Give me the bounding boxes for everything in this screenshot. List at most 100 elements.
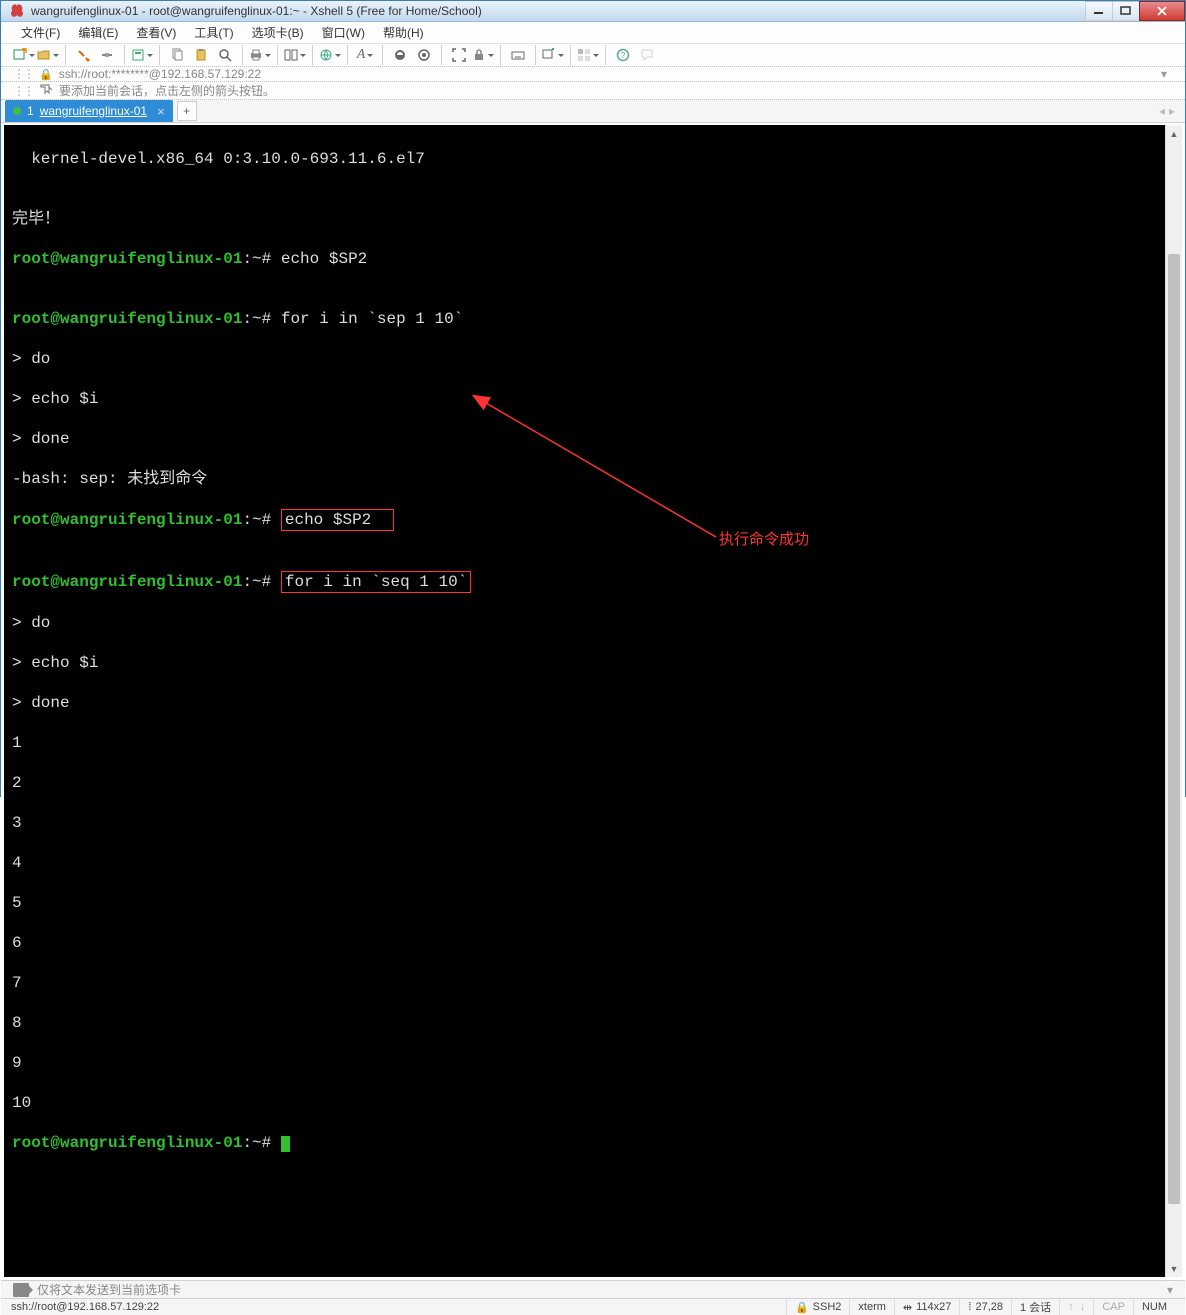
globe-icon[interactable] [319,44,341,66]
new-session-icon[interactable] [13,44,35,66]
paste-icon[interactable] [190,44,212,66]
terminal-line: > echo $i [12,389,1157,409]
scroll-thumb[interactable] [1168,254,1180,1204]
lock-icon[interactable] [472,44,494,66]
tab-next-icon[interactable]: ▸ [1169,104,1175,118]
scroll-track[interactable] [1166,142,1182,1260]
status-traffic: ↑ ↓ [1059,1299,1093,1315]
tab-close-icon[interactable]: × [157,104,165,119]
new-terminal-icon[interactable] [542,44,564,66]
hint-text: 要添加当前会话，点击左侧的箭头按钮。 [59,82,275,99]
scrollbar[interactable]: ▲ ▼ [1165,125,1182,1277]
cmd: for i in `sep 1 10` [271,310,463,328]
menu-edit[interactable]: 编辑(E) [70,22,126,43]
cursor [281,1136,290,1152]
highlighted-cmd: echo $SP2 [281,509,395,531]
address-dropdown-icon[interactable]: ▾ [1155,67,1173,81]
lock-icon: 🔒 [39,68,53,81]
input-dropdown-icon[interactable]: ▾ [1167,1283,1173,1297]
maximize-button[interactable] [1112,1,1140,21]
separator [159,45,160,65]
scroll-up-icon[interactable]: ▲ [1166,125,1182,142]
minimize-button[interactable] [1085,1,1113,21]
app-window: wangruifenglinux-01 - root@wangruifengli… [0,0,1186,797]
separator [570,45,571,65]
session-icon[interactable] [413,44,435,66]
status-size: ⇹114x27 [894,1299,960,1315]
prompt-user: root@wangruifenglinux-01 [12,310,242,328]
separator [65,45,66,65]
close-button[interactable] [1139,1,1185,21]
chat-icon[interactable] [636,44,658,66]
titlebar: wangruifenglinux-01 - root@wangruifengli… [1,1,1185,22]
status-sessions: 1 会话 [1011,1299,1059,1315]
annotation-text: 执行命令成功 [719,530,809,550]
find-icon[interactable] [214,44,236,66]
terminal-container: kernel-devel.x86_64 0:3.10.0-693.11.6.el… [1,123,1185,1280]
status-dot-icon [13,107,21,115]
prompt-user: root@wangruifenglinux-01 [12,250,242,268]
menu-file[interactable]: 文件(F) [13,22,68,43]
disconnect-icon[interactable] [96,44,118,66]
print-icon[interactable] [249,44,271,66]
menu-help[interactable]: 帮助(H) [375,22,432,43]
status-cursor-pos: ⁞27,28 [959,1299,1011,1315]
terminal[interactable]: kernel-devel.x86_64 0:3.10.0-693.11.6.el… [4,125,1165,1277]
font-icon[interactable]: A [354,44,376,66]
separator [605,45,606,65]
prompt-user: root@wangruifenglinux-01 [12,511,242,529]
grip-icon: ⋮⋮ [13,67,33,81]
menu-view[interactable]: 查看(V) [128,22,184,43]
open-icon[interactable] [37,44,59,66]
tab-label: wangruifenglinux-01 [40,104,147,118]
separator [535,45,536,65]
layout-icon[interactable] [284,44,306,66]
terminal-line: 6 [12,933,1157,953]
terminal-line: 4 [12,853,1157,873]
terminal-line: > done [12,429,1157,449]
terminal-line: root@wangruifenglinux-01:~# [12,1133,1157,1153]
grip-icon: ⋮⋮ [13,84,33,98]
prompt-user: root@wangruifenglinux-01 [12,573,242,591]
terminal-line: kernel-devel.x86_64 0:3.10.0-693.11.6.el… [12,149,1157,169]
add-tab-button[interactable]: + [177,101,197,121]
menu-window[interactable]: 窗口(W) [314,22,373,43]
menu-tools[interactable]: 工具(T) [186,22,241,43]
status-term: xterm [849,1299,894,1315]
scroll-down-icon[interactable]: ▼ [1166,1260,1182,1277]
copy-icon[interactable] [166,44,188,66]
address-text[interactable]: ssh://root:********@192.168.57.129:22 [59,67,1155,81]
keyboard-icon[interactable] [507,44,529,66]
tab-prev-icon[interactable]: ◂ [1159,104,1165,118]
app-icon [9,3,25,19]
fullscreen-icon[interactable] [448,44,470,66]
tab-nav: ◂ ▸ [1159,104,1181,118]
tab-index: 1 [27,104,34,118]
terminal-line: 9 [12,1053,1157,1073]
input-hint-text: 仅将文本发送到当前选项卡 [37,1281,181,1298]
terminal-line: 2 [12,773,1157,793]
color-icon[interactable] [389,44,411,66]
session-tab[interactable]: 1 wangruifenglinux-01 × [5,100,173,122]
terminal-line: > do [12,349,1157,369]
send-icon[interactable] [13,1283,29,1297]
svg-text:?: ? [621,51,626,60]
terminal-line: > done [12,693,1157,713]
reconnect-icon[interactable] [72,44,94,66]
separator [382,45,383,65]
bookmark-icon[interactable] [39,82,53,99]
properties-icon[interactable] [131,44,153,66]
tile-icon[interactable] [577,44,599,66]
prompt-user: root@wangruifenglinux-01 [12,1134,242,1152]
size-icon: ⇹ [903,1301,912,1314]
prompt-path: :~# [242,1134,271,1152]
lock-icon: 🔒 [795,1301,809,1314]
terminal-line: root@wangruifenglinux-01:~# echo $SP2 [12,509,1157,531]
status-num: NUM [1133,1299,1175,1315]
statusbar: ssh://root@192.168.57.129:22 🔒SSH2 xterm… [1,1298,1185,1315]
status-protocol: 🔒SSH2 [786,1299,849,1315]
prompt-path: :~# [242,310,271,328]
window-title: wangruifenglinux-01 - root@wangruifengli… [31,4,1086,18]
menu-tab[interactable]: 选项卡(B) [244,22,312,43]
help-icon[interactable]: ? [612,44,634,66]
